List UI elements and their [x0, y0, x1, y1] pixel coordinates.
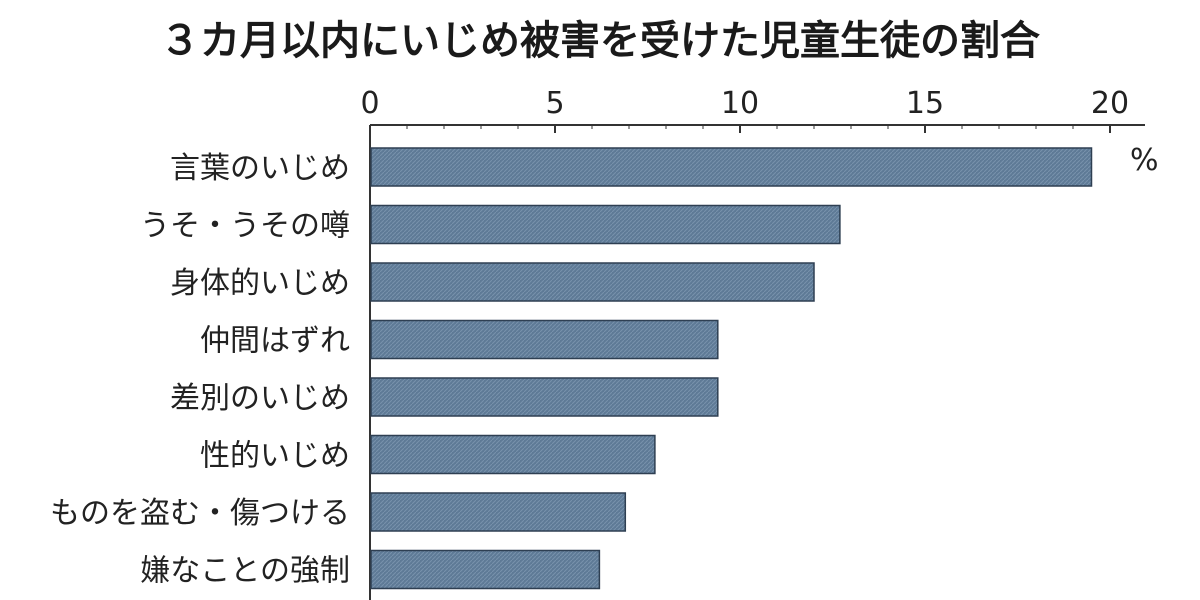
category-labels: 言葉のいじめうそ・うその噂身体的いじめ仲間はずれ差別のいじめ性的いじめものを盗む…: [50, 151, 350, 589]
bar: [370, 549, 601, 590]
x-tick-label: 15: [906, 86, 944, 121]
bar: [370, 492, 627, 532]
x-tick-label: 0: [360, 86, 379, 121]
bars: [370, 147, 1093, 590]
category-label: ものを盗む・傷つける: [50, 496, 350, 531]
bar: [370, 147, 1093, 187]
unit-label: %: [1130, 143, 1159, 178]
x-axis: 0 5 10 15 20: [360, 86, 1145, 600]
chart-title: ３カ月以内にいじめ被害を受けた児童生徒の割合: [160, 18, 1040, 64]
category-label: 嫌なことの強制: [140, 554, 350, 589]
bar: [370, 434, 656, 475]
category-label: 言葉のいじめ: [170, 151, 350, 186]
bar: [370, 319, 719, 360]
bar: [370, 377, 719, 417]
x-tick-label: 10: [721, 86, 759, 121]
bar: [370, 262, 815, 302]
category-label: 性的いじめ: [200, 439, 350, 474]
bar: [370, 204, 841, 245]
category-label: 差別のいじめ: [170, 381, 350, 416]
x-tick-label: 5: [545, 86, 564, 121]
x-tick-label: 20: [1091, 86, 1129, 121]
category-label: 仲間はずれ: [200, 324, 350, 359]
category-label: 身体的いじめ: [170, 266, 350, 301]
category-label: うそ・うその噂: [140, 209, 350, 244]
